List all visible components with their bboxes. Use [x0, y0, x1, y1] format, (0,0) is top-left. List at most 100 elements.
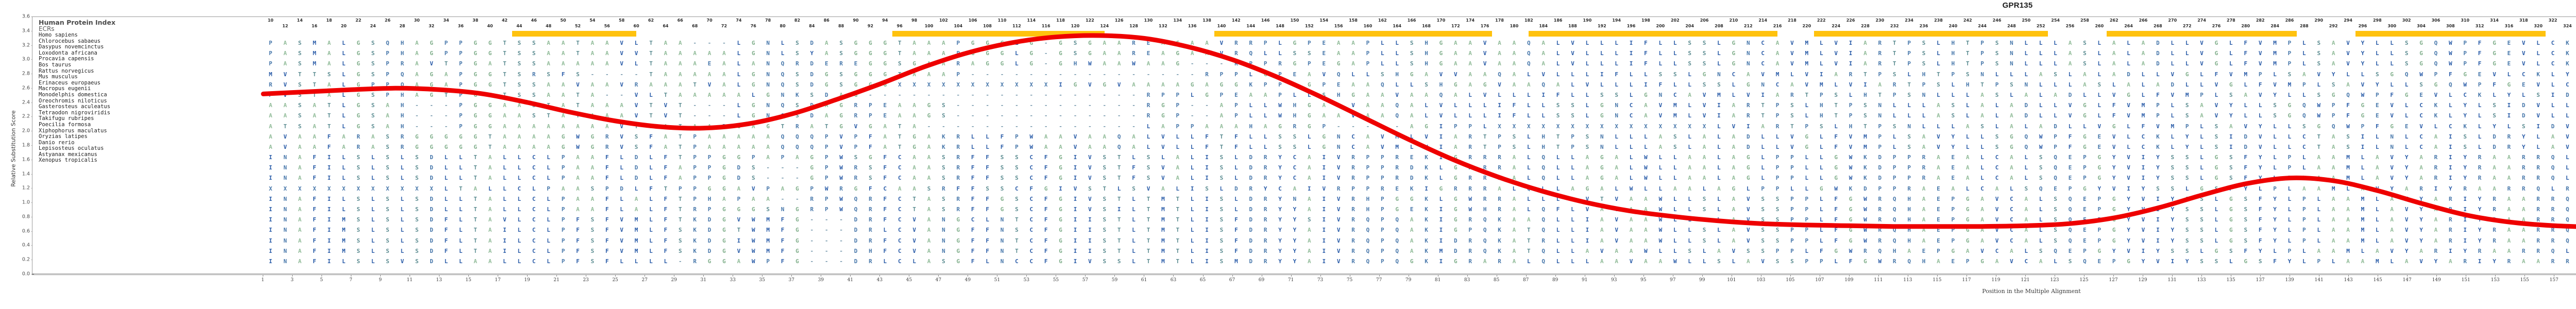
x-axis-tick-label: 33: [730, 278, 736, 283]
x-axis-tick-label: 105: [1786, 278, 1795, 283]
x-axis-tick-mark: [2260, 274, 2261, 277]
column-number: 232: [1890, 24, 1899, 28]
x-axis-tick-mark: [1114, 274, 1115, 277]
column-number: 218: [1788, 18, 1797, 23]
x-axis-label: Position in the Multiple Alignment: [1982, 288, 2081, 295]
x-axis-tick-label: 47: [935, 278, 942, 283]
species-label: Erinaceus europaeus: [39, 79, 101, 86]
column-number: 314: [2490, 18, 2499, 23]
x-axis-tick-label: 155: [2520, 278, 2529, 283]
x-axis-tick-label: 147: [2402, 278, 2412, 283]
species-label: Oryzias latipes: [39, 133, 88, 140]
column-number: 74: [736, 18, 742, 23]
x-axis-tick-mark: [321, 274, 323, 277]
column-number: 318: [2519, 18, 2528, 23]
column-number: 38: [472, 18, 479, 23]
y-axis-tick-label: 2.4: [22, 99, 30, 106]
column-number: 168: [1422, 24, 1431, 28]
column-number: 126: [1114, 18, 1124, 23]
column-number: 238: [1934, 18, 1943, 23]
x-axis-tick-label: 53: [1023, 278, 1030, 283]
column-number: 174: [1466, 18, 1475, 23]
column-number: 92: [867, 24, 874, 28]
legend-ecrs: ECRs: [39, 25, 55, 32]
ecr-bar[interactable]: [892, 31, 1105, 37]
x-axis-tick-label: 119: [1991, 278, 2001, 283]
x-axis-tick-label: 101: [1727, 278, 1736, 283]
column-number: 178: [1495, 18, 1504, 23]
x-axis-tick-mark: [1026, 274, 1027, 277]
column-number: 242: [1963, 18, 1972, 23]
column-number: 262: [2109, 18, 2119, 23]
column-number: 236: [1919, 24, 1928, 28]
x-axis-tick-mark: [380, 274, 381, 277]
column-number: 170: [1436, 18, 1446, 23]
column-number: 16: [311, 24, 317, 28]
column-number: 190: [1583, 18, 1592, 23]
column-number: 40: [487, 24, 493, 28]
species-label: Macropus eugenii: [39, 85, 91, 92]
x-axis-tick-label: 129: [2138, 278, 2147, 283]
x-axis-tick-label: 59: [1111, 278, 1118, 283]
x-axis-tick-label: 41: [847, 278, 854, 283]
column-number: 208: [1715, 24, 1723, 28]
ecr-track: [32, 31, 2576, 37]
ecr-bar[interactable]: [512, 31, 637, 37]
column-number: 82: [794, 18, 801, 23]
ecr-bar[interactable]: [2355, 31, 2546, 37]
column-number: 112: [1012, 24, 1021, 28]
x-axis-tick-label: 65: [1199, 278, 1206, 283]
column-number: 316: [2504, 24, 2514, 28]
x-axis-tick-mark: [2113, 274, 2114, 277]
column-number: 120: [1071, 24, 1080, 28]
y-axis-tick-label: 1.8: [22, 142, 30, 148]
column-number: 288: [2300, 24, 2309, 28]
column-number: 196: [1626, 24, 1636, 28]
column-number: 276: [2212, 24, 2221, 28]
x-axis-tick-label: 113: [1903, 278, 1912, 283]
x-axis-line: [32, 274, 2576, 275]
x-axis-tick-mark: [2524, 274, 2526, 277]
y-axis-tick-label: 3.0: [22, 56, 30, 62]
x-axis-tick-label: 111: [1874, 278, 1883, 283]
ecr-bar[interactable]: [1529, 31, 1778, 37]
column-number: 294: [2344, 18, 2352, 23]
column-number: 292: [2329, 24, 2338, 28]
ecr-bar[interactable]: [2107, 31, 2297, 37]
x-axis-tick-label: 29: [671, 278, 677, 283]
ecr-bar[interactable]: [1214, 31, 1493, 37]
column-number: 282: [2256, 18, 2265, 23]
x-axis-tick-label: 31: [700, 278, 706, 283]
x-axis-tick-label: 97: [1670, 278, 1676, 283]
x-axis-tick-label: 21: [553, 278, 560, 283]
column-number: 228: [1861, 24, 1870, 28]
column-number: 266: [2139, 18, 2148, 23]
x-axis-tick-label: 69: [1258, 278, 1265, 283]
column-number: 14: [297, 18, 303, 23]
x-axis-tick-label: 7: [349, 278, 352, 283]
x-axis-tick-label: 87: [1522, 278, 1529, 283]
x-axis-tick-label: 117: [1962, 278, 1971, 283]
column-number: 312: [2475, 24, 2484, 28]
x-axis-tick-label: 83: [1464, 278, 1470, 283]
x-axis-tick-label: 157: [2549, 278, 2558, 283]
y-axis-tick-label: 1.4: [22, 171, 30, 177]
column-number: 70: [706, 18, 713, 23]
column-number: 26: [384, 18, 391, 23]
species-label: Takifugu rubripes: [39, 115, 94, 122]
column-number: 124: [1100, 24, 1109, 28]
x-axis-tick-mark: [1614, 274, 1615, 277]
ecr-bar[interactable]: [1814, 31, 2048, 37]
x-axis-tick-mark: [1320, 274, 1321, 277]
column-number: 280: [2241, 24, 2250, 28]
column-number: 66: [677, 18, 683, 23]
column-number: 58: [619, 18, 625, 23]
column-number: 140: [1217, 24, 1226, 28]
x-axis-tick-label: 85: [1493, 278, 1500, 283]
column-number: 270: [2168, 18, 2177, 23]
